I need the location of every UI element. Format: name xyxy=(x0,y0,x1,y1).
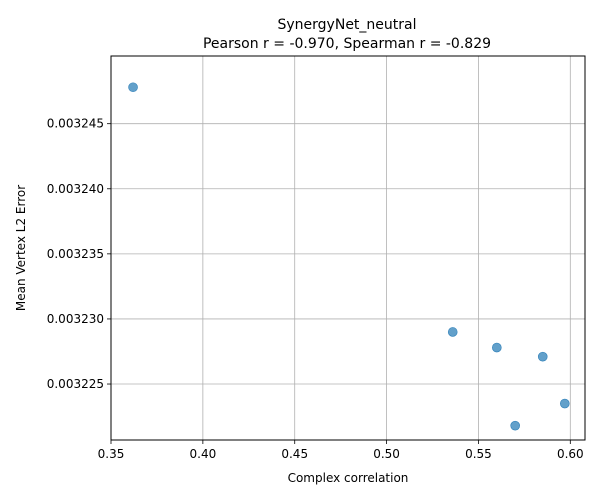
y-tick-label: 0.003245 xyxy=(47,117,104,131)
scatter-point xyxy=(510,420,520,431)
chart-subtitle: Pearson r = -0.970, Spearman r = -0.829 xyxy=(203,36,491,52)
x-axis-ticks: 0.35 0.40 0.45 0.50 0.55 0.60 xyxy=(98,440,584,461)
chart-title: SynergyNet_neutral xyxy=(278,17,417,33)
scatter-point xyxy=(559,398,570,409)
y-tick-label: 0.003240 xyxy=(47,182,104,196)
x-tick-label: 0.55 xyxy=(465,447,492,461)
x-axis-label: Complex correlation xyxy=(288,471,409,485)
scatter-point xyxy=(537,351,548,362)
grid-lines xyxy=(110,56,585,440)
x-tick-label: 0.50 xyxy=(373,447,400,461)
y-axis-label: Mean Vertex L2 Error xyxy=(14,185,28,311)
x-tick-label: 0.45 xyxy=(281,447,308,461)
x-tick-label: 0.35 xyxy=(98,447,125,461)
y-tick-label: 0.003225 xyxy=(47,377,104,391)
data-points xyxy=(128,82,570,431)
x-tick-label: 0.60 xyxy=(557,447,584,461)
scatter-point xyxy=(492,342,502,353)
scatter-point xyxy=(447,327,458,337)
x-tick-label: 0.40 xyxy=(190,447,217,461)
y-tick-label: 0.003230 xyxy=(47,312,104,326)
y-axis-ticks: 0.003225 0.003230 0.003235 0.003240 0.003245 xyxy=(47,117,111,391)
y-tick-label: 0.003235 xyxy=(47,247,104,261)
scatter-point xyxy=(128,82,138,93)
plot-area-frame xyxy=(110,55,586,441)
